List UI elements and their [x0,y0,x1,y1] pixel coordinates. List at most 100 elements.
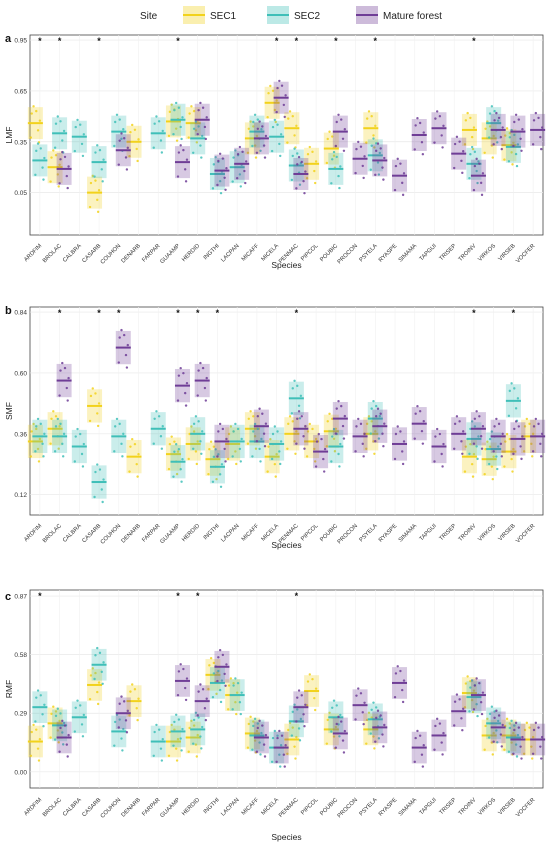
data-point [441,465,444,468]
data-point [258,719,261,723]
data-point [435,110,439,113]
x-tick-label: RYASPE [378,523,399,544]
legend: Site SEC1 SEC2 Mature forest [140,6,442,24]
data-point [94,470,97,474]
data-point [266,115,269,119]
data-point [325,742,329,745]
data-point [472,708,476,711]
series-sec2 [32,646,521,768]
data-point [270,149,274,153]
data-point [496,119,500,122]
data-point [297,689,301,692]
data-point [460,717,463,720]
data-point [98,148,102,152]
data-point [204,399,208,402]
data-point [96,646,99,650]
data-point [399,162,402,165]
data-point [279,462,282,466]
data-point [246,151,250,154]
data-point [271,432,275,436]
x-tick-label: SIMAMA [398,797,419,818]
data-point [514,721,518,725]
data-point [126,709,129,713]
data-point [117,163,120,166]
data-point [382,444,385,448]
data-point [88,698,92,701]
data-point [197,108,200,112]
data-point [224,188,227,191]
data-point [199,101,202,105]
data-point [501,723,504,727]
data-point [295,735,298,739]
data-point [296,696,299,699]
data-point [214,155,217,159]
data-point [468,452,471,456]
data-point [57,185,60,188]
data-point [473,164,477,168]
data-point [534,417,538,421]
data-point [280,84,284,87]
data-point [276,734,279,737]
data-point [239,460,242,463]
data-point [38,737,42,741]
data-point [508,131,512,135]
data-point [203,707,207,710]
data-point [218,152,222,155]
data-point [155,115,158,118]
data-point [131,437,134,441]
data-point [185,381,189,385]
data-point [258,447,261,451]
data-point [343,414,347,418]
data-point [218,422,222,426]
data-point [155,410,158,413]
data-point [308,422,311,426]
data-point [98,468,102,471]
data-point [374,706,378,709]
data-point [174,747,178,750]
data-point [314,160,318,163]
data-point [183,391,187,395]
data-point [120,695,123,698]
data-point [534,111,538,115]
data-point [218,688,222,692]
data-point [519,137,522,141]
data-point [177,106,181,109]
data-point [291,154,294,158]
data-point [88,419,92,423]
data-point [367,711,371,714]
data-point [271,125,275,129]
data-point [247,417,251,420]
data-point [240,691,243,694]
data-point [66,755,69,758]
data-point [284,744,287,747]
data-point [212,163,216,166]
data-point [29,136,33,139]
data-point [469,153,472,156]
data-point [217,669,220,673]
data-point [102,158,105,161]
data-point [311,150,314,154]
data-point [96,702,100,706]
data-point [167,467,171,471]
data-point [534,721,538,725]
data-point [159,435,163,438]
data-point [54,154,58,157]
data-point [382,178,385,181]
data-point [54,710,58,713]
data-point [249,715,252,719]
data-point [216,455,219,458]
data-point [96,690,99,694]
data-point [216,183,219,187]
data-point [195,141,199,144]
data-point [295,720,298,723]
data-point [54,714,58,718]
data-point [153,417,156,420]
data-point [269,84,272,88]
data-point [184,698,188,702]
data-point [492,455,495,458]
data-point [122,137,126,140]
data-point [308,673,311,676]
x-tick-label: MICAFF [241,797,261,817]
data-point [160,447,164,450]
data-point [179,468,182,471]
